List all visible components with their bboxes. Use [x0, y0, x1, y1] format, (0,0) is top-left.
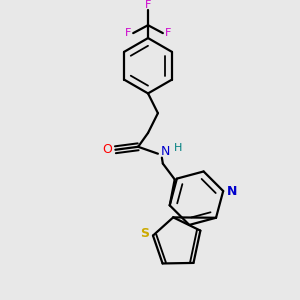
- Text: O: O: [103, 143, 112, 156]
- Text: N: N: [227, 184, 237, 197]
- Text: S: S: [141, 227, 150, 240]
- Text: F: F: [125, 28, 131, 38]
- Text: F: F: [165, 28, 171, 38]
- Text: F: F: [145, 0, 151, 11]
- Text: N: N: [161, 145, 170, 158]
- Text: H: H: [173, 143, 182, 153]
